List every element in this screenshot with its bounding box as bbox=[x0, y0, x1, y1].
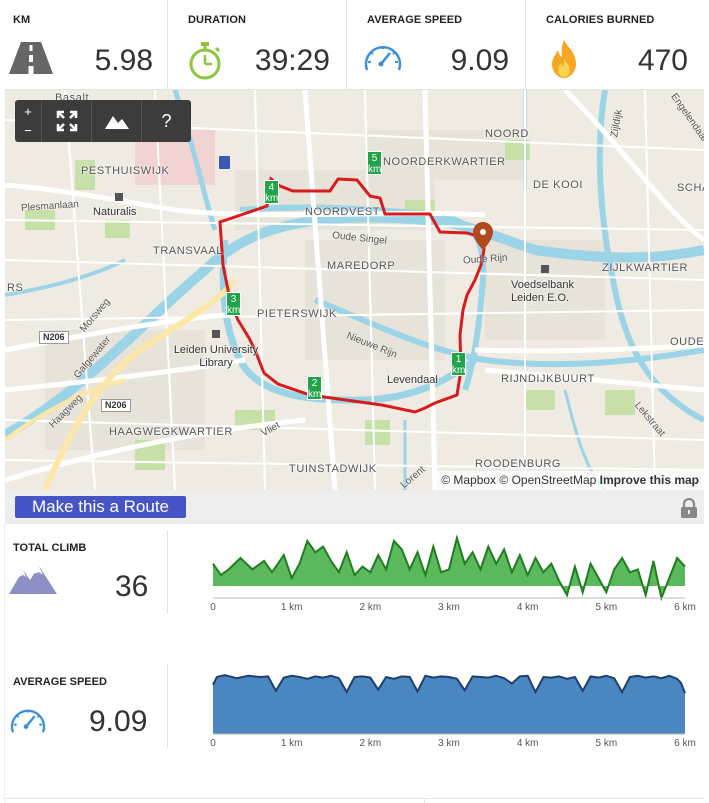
km-marker-5[interactable]: 5 km bbox=[367, 151, 382, 175]
map-attribution: © Mapbox © OpenStreetMap Improve this ma… bbox=[436, 471, 704, 490]
map-label-rs: RS bbox=[7, 282, 24, 294]
route-bar: Make this a Route bbox=[5, 490, 704, 524]
road-shield-n206: N206 bbox=[101, 399, 131, 412]
map-help-button[interactable]: ? bbox=[161, 110, 172, 131]
chart-tick-label: 0 bbox=[210, 738, 216, 749]
map-label-noordvest: NOORDVEST bbox=[305, 206, 381, 218]
zoom-out-button[interactable]: − bbox=[24, 123, 32, 138]
chart-tick-label: 3 km bbox=[438, 602, 460, 613]
chart-area bbox=[213, 538, 685, 598]
map-label-oude: OUDE bbox=[670, 336, 704, 348]
map-label-pesthuiswijk: PESTHUISWIJK bbox=[81, 165, 170, 177]
map-label-pieterswijk: PIETERSWIJK bbox=[257, 308, 337, 320]
chart-tick-label: 4 km bbox=[517, 602, 539, 613]
speedometer-icon bbox=[10, 709, 46, 733]
map-label-noord: NOORD bbox=[485, 128, 529, 140]
stat-average-speed: AVERAGE SPEED 9.09 bbox=[347, 0, 526, 90]
elevation-chart[interactable]: 0 1 km 2 km 3 km 4 km 5 km 6 km bbox=[205, 524, 704, 624]
km-marker-3[interactable]: 3 km bbox=[226, 292, 241, 316]
chart-tick-label: 5 km bbox=[595, 738, 617, 749]
terrain-icon bbox=[104, 116, 129, 129]
chart-tick-label: 1 km bbox=[281, 602, 303, 613]
panel-divider bbox=[167, 664, 168, 748]
map-label-roodenburg: ROODENBURG bbox=[475, 458, 562, 470]
map-label-zijlkwartier: ZIJLKWARTIER bbox=[602, 262, 689, 274]
climb-panel: TOTAL CLIMB 36 0 1 km 2 km 3 km 4 km 5 km 6 km bbox=[5, 524, 704, 634]
map-label-haagwegkwartier: HAAGWEGKWARTIER bbox=[109, 426, 233, 438]
chart-tick-label: 0 bbox=[210, 602, 216, 613]
make-route-button[interactable]: Make this a Route bbox=[15, 496, 186, 518]
lock-icon[interactable] bbox=[680, 498, 698, 518]
climb-label: TOTAL CLIMB bbox=[13, 542, 87, 554]
chart-tick-label: 2 km bbox=[359, 602, 381, 613]
improve-map-link[interactable]: Improve this map bbox=[599, 473, 699, 487]
chart-tick-label: 2 km bbox=[359, 738, 381, 749]
km-marker-4[interactable]: 4 km bbox=[264, 180, 279, 204]
stopwatch-icon bbox=[189, 42, 221, 80]
map-label-scha: SCHA bbox=[677, 182, 704, 194]
fullscreen-button[interactable] bbox=[42, 100, 92, 142]
road-shield-n206: N206 bbox=[39, 331, 69, 344]
stat-duration: DURATION 39:29 bbox=[168, 0, 347, 90]
map-label-rijndijkbuurt: RIJNDIJKBUURT bbox=[501, 373, 595, 385]
speed-panel: AVERAGE SPEED 9.09 0 1 km 2 km 3 km 4 km 5 km… bbox=[5, 658, 704, 778]
map-label-noorderkwartier: NOORDERKWARTIER bbox=[383, 156, 506, 168]
map-label-voedselbank: Voedselbank Leiden E.O. bbox=[511, 279, 574, 304]
stat-calories-value: 470 bbox=[637, 44, 688, 77]
chart-tick-label: 4 km bbox=[517, 738, 539, 749]
map-label-university-library: Leiden University Library bbox=[173, 344, 259, 369]
bottom-divider bbox=[5, 798, 704, 799]
terrain-button[interactable] bbox=[92, 100, 142, 142]
road-icon bbox=[9, 42, 53, 74]
chart-tick-label: 3 km bbox=[438, 738, 460, 749]
chart-tick-label: 6 km bbox=[674, 738, 696, 749]
osm-attribution-link[interactable]: © OpenStreetMap bbox=[499, 473, 597, 487]
flame-icon bbox=[552, 40, 576, 78]
speed-chart[interactable]: 0 1 km 2 km 3 km 4 km 5 km 6 km bbox=[205, 658, 704, 758]
mountain-icon bbox=[9, 566, 57, 594]
panel-divider bbox=[167, 530, 168, 614]
map-label-tuinstadwijk: TUINSTADWIJK bbox=[289, 463, 377, 475]
stat-average-speed-value: 9.09 bbox=[450, 44, 509, 77]
stat-average-speed-label: AVERAGE SPEED bbox=[367, 14, 463, 26]
route-map[interactable]: Basalt PESTHUISWIJK NOORDERKWARTIER DE K… bbox=[5, 90, 704, 490]
climb-value: 36 bbox=[115, 570, 149, 603]
stat-km-label: KM bbox=[13, 14, 31, 26]
speed-value: 9.09 bbox=[89, 705, 148, 738]
speed-label: AVERAGE SPEED bbox=[13, 676, 107, 688]
stats-row: KM 5.98 DURATION 39:29 AVERAGE SPEED bbox=[5, 0, 704, 90]
km-marker-1[interactable]: 1 km bbox=[451, 352, 466, 376]
km-marker-2[interactable]: 2 km bbox=[307, 376, 322, 400]
chart-tick-label: 1 km bbox=[281, 738, 303, 749]
map-controls: + − ? bbox=[15, 100, 191, 142]
chart-line bbox=[212, 674, 686, 695]
map-label-naturalis: Naturalis bbox=[93, 206, 137, 218]
map-label-de-kooi: DE KOOI bbox=[533, 179, 584, 191]
stat-km-value: 5.98 bbox=[94, 44, 153, 77]
map-label-transvaal: TRANSVAAL bbox=[153, 245, 223, 257]
stat-calories-label: CALORIES BURNED bbox=[546, 14, 655, 26]
bottom-divider bbox=[424, 798, 425, 803]
mapbox-attribution-link[interactable]: © Mapbox bbox=[441, 473, 497, 487]
zoom-controls: + − bbox=[15, 100, 42, 142]
stat-duration-label: DURATION bbox=[188, 14, 247, 26]
map-label-maredorp: MAREDORP bbox=[327, 260, 396, 272]
map-label-levendaal: Levendaal bbox=[387, 374, 438, 386]
zoom-in-button[interactable]: + bbox=[24, 104, 32, 119]
stat-calories: CALORIES BURNED 470 bbox=[526, 0, 704, 90]
chart-line bbox=[212, 534, 686, 602]
panel-border bbox=[4, 524, 5, 803]
stat-km: KM 5.98 bbox=[5, 0, 168, 90]
stat-duration-value: 39:29 bbox=[254, 44, 330, 77]
fullscreen-icon bbox=[56, 110, 77, 132]
map-canvas bbox=[5, 90, 704, 490]
chart-tick-label: 6 km bbox=[674, 602, 696, 613]
speedometer-icon bbox=[364, 46, 402, 71]
chart-tick-label: 5 km bbox=[595, 602, 617, 613]
chart-area bbox=[213, 675, 685, 734]
